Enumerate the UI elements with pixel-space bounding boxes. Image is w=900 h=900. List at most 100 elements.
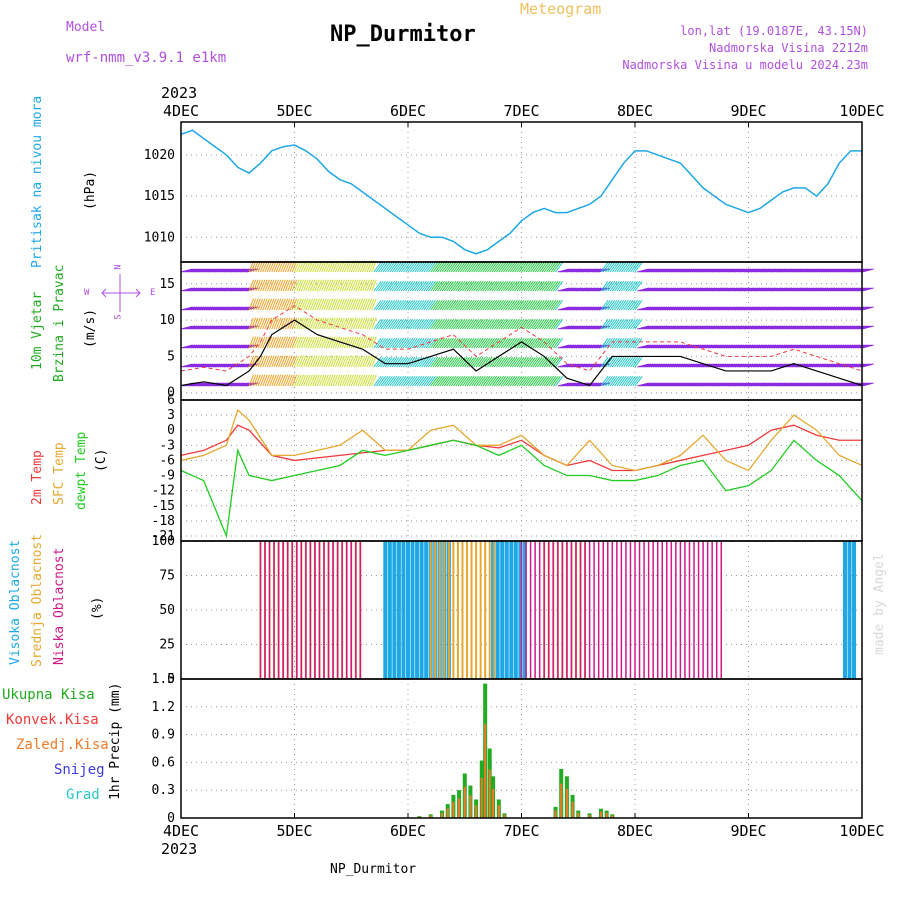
temp-title-2: SFC Temp xyxy=(52,442,67,505)
x-tick-label-top: 6DEC xyxy=(390,102,426,120)
wind-speed-line xyxy=(180,319,863,387)
temp-title-3: dewpt Temp xyxy=(74,431,89,510)
precip-bar xyxy=(496,799,501,818)
frz-precip-bar xyxy=(418,816,421,818)
pressure-series-line xyxy=(180,129,862,255)
y-tick-label: 0 xyxy=(167,672,175,687)
frz-precip-bar xyxy=(611,815,614,818)
frz-precip-bar xyxy=(484,723,487,818)
legend-snow: Snijeg xyxy=(54,762,105,778)
wind-barbs-group xyxy=(180,260,874,387)
footer-station: NP_Durmitor xyxy=(330,862,417,877)
x-tick-label-top: 10DEC xyxy=(839,102,884,120)
wind-title-2: Brzina i Pravac xyxy=(52,264,67,382)
frz-precip-bar xyxy=(429,815,432,818)
precip-bar xyxy=(417,816,422,818)
precip-title: 1hr Precip (mm) xyxy=(108,682,123,800)
precip-bar xyxy=(457,790,462,818)
x-tick-label-top: 5DEC xyxy=(276,102,312,120)
y-tick-label: 0 xyxy=(167,811,175,826)
frz-precip-bar xyxy=(488,769,491,818)
y-tick-label: 10 xyxy=(159,313,175,328)
x-tick-label-bottom: 4DEC xyxy=(163,822,199,840)
frz-precip-bar xyxy=(599,811,602,818)
precip-bar xyxy=(598,808,603,818)
precip-bar xyxy=(440,810,445,818)
y-tick-label: -3 xyxy=(159,438,175,453)
frz-precip-bar xyxy=(565,788,568,818)
frz-precip-bar xyxy=(503,814,506,818)
model-name: wrf-nmm_v3.9.1 e1km xyxy=(66,50,227,66)
frz-precip-bar xyxy=(452,801,455,818)
compass-west: W xyxy=(84,288,90,298)
x-tick-label-top: 8DEC xyxy=(617,102,653,120)
precip-bar xyxy=(479,760,484,818)
frz-precip-bar xyxy=(571,801,574,818)
meteogram-label: Meteogram xyxy=(520,0,602,18)
model-label: Model xyxy=(66,20,106,35)
y-tick-label: -15 xyxy=(152,499,175,514)
legend-graupel: Grad xyxy=(66,787,100,803)
x-tick-label-top: 7DEC xyxy=(503,102,539,120)
legend-total-precip: Ukupna Kisa xyxy=(2,687,95,703)
x-tick-label-bottom: 10DEC xyxy=(839,822,884,840)
y-tick-label: 0.9 xyxy=(152,728,175,743)
x-tick-label-bottom: 5DEC xyxy=(276,822,312,840)
frz-precip-bar xyxy=(560,783,563,818)
temp2m-line xyxy=(180,424,862,472)
frz-precip-bar xyxy=(577,812,580,818)
year-top: 2023 xyxy=(161,84,198,102)
lonlat-label: lon,lat (19.0187E, 43.15N) xyxy=(680,24,868,38)
precip-bar xyxy=(468,785,473,818)
x-tick-label-bottom: 8DEC xyxy=(617,822,653,840)
panel-frame xyxy=(180,399,863,542)
cloud-title-2: Srednja Oblacnost xyxy=(30,533,45,667)
page-title: NP_Durmitor xyxy=(330,22,476,47)
watermark: made by Angel xyxy=(872,553,887,655)
year-bottom: 2023 xyxy=(161,840,198,858)
precip-bar xyxy=(587,813,592,818)
y-tick-label: -12 xyxy=(152,484,175,499)
panel-frame xyxy=(180,678,863,819)
precip-bar xyxy=(474,799,479,818)
cloud-title-1: Visoka Oblacnost xyxy=(8,539,23,665)
precip-bar xyxy=(559,768,564,818)
y-tick-label: 0 xyxy=(167,386,175,401)
cloud-title-3: Niska Oblacnost xyxy=(52,547,67,665)
frz-precip-bar xyxy=(605,812,608,818)
altitude-label: Nadmorska Visina 2212m xyxy=(709,41,868,55)
y-tick-label: 25 xyxy=(159,638,175,653)
precip-bar xyxy=(491,776,496,818)
precip-bar xyxy=(610,814,615,818)
y-tick-label: -21 xyxy=(152,529,175,544)
x-tick-label-top: 4DEC xyxy=(163,102,199,120)
precip-bar xyxy=(487,748,492,818)
frz-precip-bar xyxy=(588,814,591,818)
frz-precip-bar xyxy=(475,805,478,818)
precip-bar xyxy=(462,773,467,818)
y-tick-label: 3 xyxy=(167,408,175,423)
y-tick-label: -6 xyxy=(159,453,175,468)
y-tick-label: 1015 xyxy=(144,189,175,204)
frz-precip-bar xyxy=(441,812,444,818)
precip-bar xyxy=(564,776,569,818)
frz-precip-bar xyxy=(480,777,483,818)
y-tick-label: 0.3 xyxy=(152,783,175,798)
frz-precip-bar xyxy=(458,798,461,818)
precip-bar xyxy=(570,794,575,818)
frz-precip-bar xyxy=(497,805,500,818)
frz-precip-bar xyxy=(554,810,557,818)
y-tick-label: -9 xyxy=(159,469,175,484)
y-tick-label: 1020 xyxy=(144,148,175,163)
pressure-unit: (hPa) xyxy=(83,170,98,210)
x-tick-label-top: 9DEC xyxy=(730,102,766,120)
pressure-title: Pritisak na nivou mora xyxy=(30,95,45,268)
x-tick-label-bottom: 9DEC xyxy=(730,822,766,840)
panel-frame xyxy=(180,261,863,401)
x-tick-label-bottom: 7DEC xyxy=(503,822,539,840)
sfctemp-line xyxy=(180,408,863,472)
y-tick-label: -18 xyxy=(152,514,175,529)
precip-bar xyxy=(483,683,488,818)
compass-icon: N W E S xyxy=(84,262,158,324)
